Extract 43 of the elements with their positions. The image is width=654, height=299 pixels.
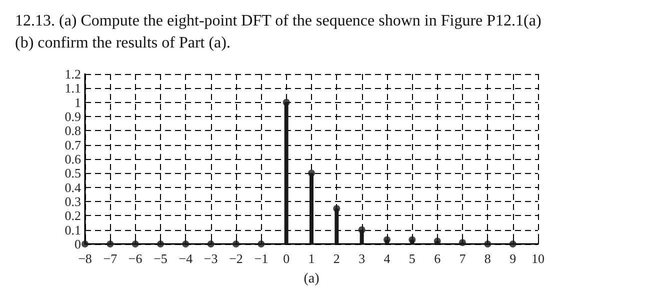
y-tick-label: 0 (74, 236, 81, 252)
x-tick-label: −8 (78, 251, 92, 266)
point (333, 205, 340, 212)
x-tick-label: 7 (459, 251, 466, 266)
x-tick-label: 5 (408, 251, 416, 266)
x-tick-label: 6 (434, 251, 442, 266)
x-tick-label: 4 (384, 251, 391, 266)
point (384, 236, 390, 244)
x-tick-label: 10 (532, 251, 544, 266)
y-tick-label: 0.6 (64, 152, 82, 166)
point (408, 236, 416, 244)
x-tick-label: −4 (178, 251, 194, 266)
x-tick-label: −5 (154, 251, 168, 266)
point (308, 170, 315, 177)
point (459, 239, 466, 246)
x-tick-label: −6 (128, 251, 143, 266)
point (358, 226, 366, 234)
x-tick-label: 9 (510, 251, 516, 266)
y-tick-label: 0.5 (64, 166, 81, 181)
x-tick-label: 2 (333, 251, 340, 266)
chart-title: 12.13. (a) Compute the eight-point DFT of the sequence shown in Figure P12.1(a) (15, 12, 542, 30)
x-axis-title: (a) (304, 272, 320, 286)
x-tick-label: 0 (283, 251, 290, 266)
x-tick-label: −3 (204, 251, 218, 266)
y-tick-label: 0.4 (64, 180, 82, 195)
y-tick-label: 1.1 (64, 80, 81, 96)
chart-subtitle: (b) confirm the results of Part (a). (15, 34, 230, 52)
y-tick-label: 1 (74, 94, 81, 110)
point (282, 98, 290, 106)
x-tick-label: 1 (308, 251, 315, 266)
y-tick-label: 0.7 (64, 137, 82, 152)
x-tick-label: 3 (358, 251, 366, 266)
y-tick-label: 0.3 (64, 194, 81, 209)
point (434, 238, 441, 245)
y-tick-label: 1.2 (64, 66, 81, 82)
x-tick-label: −2 (229, 251, 243, 266)
x-tick-label: −7 (103, 251, 118, 266)
x-tick-label: 8 (484, 251, 491, 266)
y-tick-label: 0.8 (64, 123, 81, 138)
x-tick-label: −1 (254, 251, 268, 266)
y-tick-label: 0.2 (64, 208, 81, 224)
y-tick-label: 0.9 (64, 109, 81, 124)
y-tick-label: 0.1 (64, 222, 81, 238)
